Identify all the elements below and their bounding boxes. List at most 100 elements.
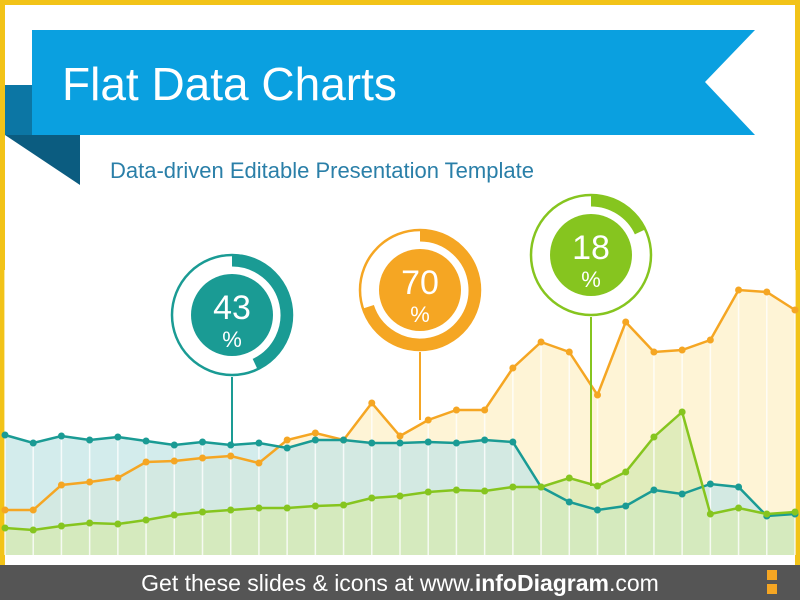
point: [227, 506, 235, 514]
banner-fold-front: [5, 85, 32, 135]
point: [537, 483, 545, 491]
point: [142, 458, 150, 466]
gauge-unit: %: [410, 302, 430, 327]
point: [29, 439, 37, 447]
footer-suffix: .com: [609, 570, 659, 596]
banner: [32, 30, 755, 135]
point: [1, 506, 9, 514]
point: [622, 318, 630, 326]
point: [678, 408, 686, 416]
subtitle: Data-driven Editable Presentation Templa…: [110, 158, 534, 183]
point: [114, 433, 122, 441]
point: [227, 452, 235, 460]
point: [565, 498, 573, 506]
point: [481, 487, 489, 495]
logo: [767, 570, 777, 580]
point: [452, 486, 460, 494]
title: Flat Data Charts: [62, 58, 397, 110]
point: [57, 522, 65, 530]
point: [311, 436, 319, 444]
point: [763, 510, 771, 518]
point: [424, 488, 432, 496]
gauge-value: 18: [572, 229, 610, 267]
gauge-core: [191, 274, 273, 356]
point: [424, 416, 432, 424]
point: [622, 502, 630, 510]
point: [791, 508, 799, 516]
point: [396, 432, 404, 440]
gauge-core: [379, 249, 461, 331]
point: [283, 444, 291, 452]
point: [283, 436, 291, 444]
point: [509, 438, 517, 446]
point: [142, 516, 150, 524]
point: [396, 492, 404, 500]
point: [763, 288, 771, 296]
point: [29, 506, 37, 514]
point: [368, 494, 376, 502]
gauge-arc: [363, 230, 480, 350]
gauge-arc: [590, 195, 645, 235]
point: [650, 486, 658, 494]
point: [1, 431, 9, 439]
point: [57, 481, 65, 489]
point: [86, 436, 94, 444]
point: [622, 468, 630, 476]
point: [396, 439, 404, 447]
point: [86, 519, 94, 527]
point: [199, 438, 206, 446]
point: [706, 336, 714, 344]
point: [481, 406, 489, 414]
point: [791, 306, 799, 314]
point: [509, 483, 517, 491]
point: [199, 508, 206, 516]
point: [537, 338, 545, 346]
footer-prefix: Get these slides & icons at www.: [141, 570, 475, 596]
gauge-value: 43: [213, 289, 251, 327]
gauge-unit: %: [222, 327, 242, 352]
logo: [767, 584, 777, 594]
point: [283, 504, 291, 512]
footer-brand: infoDiagram: [475, 570, 609, 596]
point: [735, 483, 743, 491]
point: [452, 406, 460, 414]
point: [650, 348, 658, 356]
point: [340, 501, 348, 509]
footer-bar: [0, 565, 800, 600]
point: [255, 504, 263, 512]
point: [706, 480, 714, 488]
point: [452, 439, 460, 447]
point: [481, 436, 489, 444]
point: [424, 438, 432, 446]
point: [678, 346, 686, 354]
point: [368, 439, 376, 447]
point: [114, 520, 122, 528]
point: [311, 502, 319, 510]
point: [142, 437, 150, 445]
point: [368, 399, 376, 407]
point: [706, 510, 714, 518]
point: [86, 478, 94, 486]
gauge-core: [550, 214, 632, 296]
point: [255, 439, 263, 447]
gauge-unit: %: [581, 267, 601, 292]
point: [29, 526, 37, 534]
point: [170, 441, 178, 449]
point: [199, 454, 206, 462]
gauge-arc: [231, 255, 292, 369]
point: [594, 482, 601, 490]
point: [340, 436, 348, 444]
point: [650, 433, 658, 441]
point: [565, 474, 573, 482]
point: [170, 511, 178, 519]
point: [735, 286, 743, 294]
point: [170, 457, 178, 465]
gauge-value: 70: [401, 264, 439, 302]
point: [1, 524, 9, 532]
point: [594, 391, 601, 399]
point: [311, 429, 319, 437]
point: [735, 504, 743, 512]
point: [57, 432, 65, 440]
